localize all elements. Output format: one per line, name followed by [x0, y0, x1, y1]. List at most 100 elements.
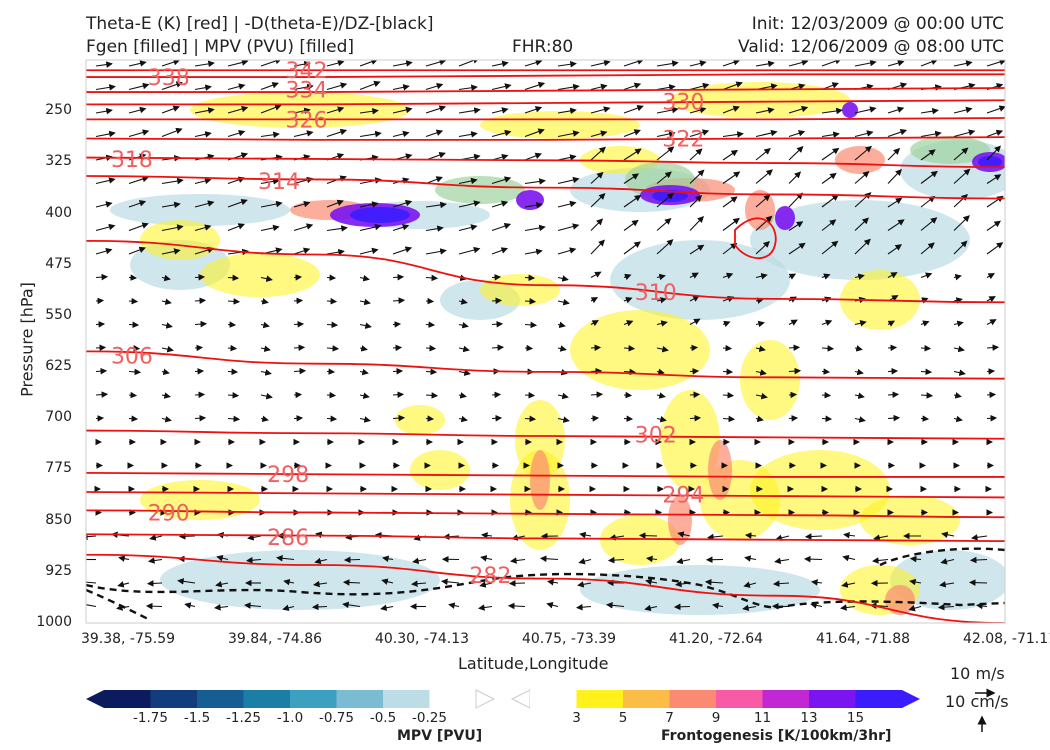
wind-vector [149, 534, 163, 541]
wind-vector [623, 173, 640, 184]
fgen-colorbar-tick: 13 [800, 710, 818, 726]
wind-vector [359, 298, 371, 306]
wind-vector [194, 414, 207, 422]
fill-patch [740, 340, 800, 420]
wind-vector [128, 200, 147, 208]
wind-vector [821, 273, 831, 280]
wind-vector [260, 415, 269, 423]
wind-vector [359, 201, 379, 208]
theta-e-contour [86, 87, 1005, 93]
mpv-colorbar-tick: -1.25 [226, 710, 261, 726]
wind-vector [557, 392, 569, 400]
wind-vector [689, 194, 703, 208]
wind-vector [458, 177, 478, 185]
wind-vector [755, 169, 773, 184]
wind-vector [458, 392, 467, 399]
mpv-colorbar-tick: -1.5 [183, 710, 211, 726]
wind-vector [986, 220, 1002, 231]
wind-vector [326, 82, 348, 91]
wind-vector [909, 555, 922, 563]
wind-vector [821, 147, 840, 161]
wind-vector [854, 145, 872, 161]
wind-vector [392, 344, 403, 352]
wind-vector [293, 344, 306, 351]
wind-vector [293, 223, 314, 232]
y-tick-label: 700 [45, 409, 72, 426]
wind-vector [656, 146, 675, 161]
wind-vector [260, 200, 283, 208]
theta-e-contour [86, 239, 1005, 304]
wind-vector [755, 320, 765, 328]
wind-vector [524, 248, 543, 256]
wind-vector [920, 344, 932, 352]
wind-vector [539, 555, 559, 562]
wind-vector [326, 415, 338, 423]
wind-vector [326, 106, 345, 114]
wind-vector [840, 604, 856, 611]
wind-vector [128, 297, 139, 305]
wind-vector [491, 176, 512, 185]
fill-patch [610, 240, 790, 320]
wind-vector [392, 199, 413, 208]
wind-vector [953, 60, 973, 67]
wind-vector [458, 200, 481, 208]
wind-vector [953, 168, 971, 184]
wind-vector [314, 557, 328, 565]
wind-vector [804, 533, 823, 540]
wind-vector [359, 223, 382, 232]
theta-e-label: 310 [635, 281, 677, 306]
wind-vector [507, 602, 526, 610]
wind-vector [293, 247, 311, 255]
wind-vector [161, 105, 180, 114]
wind-vector [425, 297, 435, 305]
wind-vector [260, 131, 280, 139]
wind-vector [590, 218, 604, 231]
fill-patch [580, 565, 820, 615]
wind-vector [95, 61, 113, 68]
wind-vector [854, 345, 863, 352]
wind-vector [887, 272, 898, 279]
fgen-colorbar-arrow-left [510, 689, 531, 709]
wind-vector [491, 297, 503, 305]
wind-vector [969, 556, 988, 564]
wind-vector [920, 392, 934, 399]
wind-vector [920, 170, 938, 184]
wind-vector [623, 391, 633, 399]
fgen-colorbar-tick: 5 [618, 710, 628, 726]
wind-vector [887, 320, 896, 327]
wind-vector [95, 297, 105, 305]
wind-vector [986, 344, 1000, 351]
wind-vector [194, 344, 204, 352]
wind-vector [128, 222, 149, 232]
mpv-colorbar-tick: -1.75 [133, 710, 168, 726]
lapse-rate-contour [86, 572, 1005, 609]
wind-vector [811, 579, 823, 586]
wind-vector [326, 297, 338, 305]
wind-vector [491, 60, 509, 68]
wind-vector [722, 60, 741, 67]
wind-vector [458, 415, 468, 423]
wind-vector [722, 344, 733, 352]
wind-vector [458, 345, 470, 353]
wind-vector [161, 298, 172, 305]
wind-vector [425, 248, 447, 255]
y-tick-label: 475 [45, 255, 72, 272]
wind-vector [557, 298, 570, 306]
wind-vector [557, 275, 569, 282]
wind-vector [359, 392, 370, 399]
wind-vector [128, 60, 147, 67]
wind-vector [293, 297, 304, 305]
wind-vector [194, 107, 215, 114]
wind-vector [821, 219, 837, 231]
wind-vector [161, 416, 172, 423]
wind-vector [227, 83, 246, 91]
wind-vector [841, 581, 856, 588]
wind-vector [976, 602, 988, 610]
wind-vector [227, 415, 241, 423]
wind-vector [95, 107, 113, 115]
mpv-colorbar-tick: -1.0 [276, 710, 304, 726]
wind-vector [788, 242, 806, 255]
wind-vector [359, 80, 381, 91]
wind-vector [326, 391, 337, 399]
chart-title-line1: Theta-E (K) [red] | -D(theta-E)/DZ-[blac… [86, 14, 434, 34]
